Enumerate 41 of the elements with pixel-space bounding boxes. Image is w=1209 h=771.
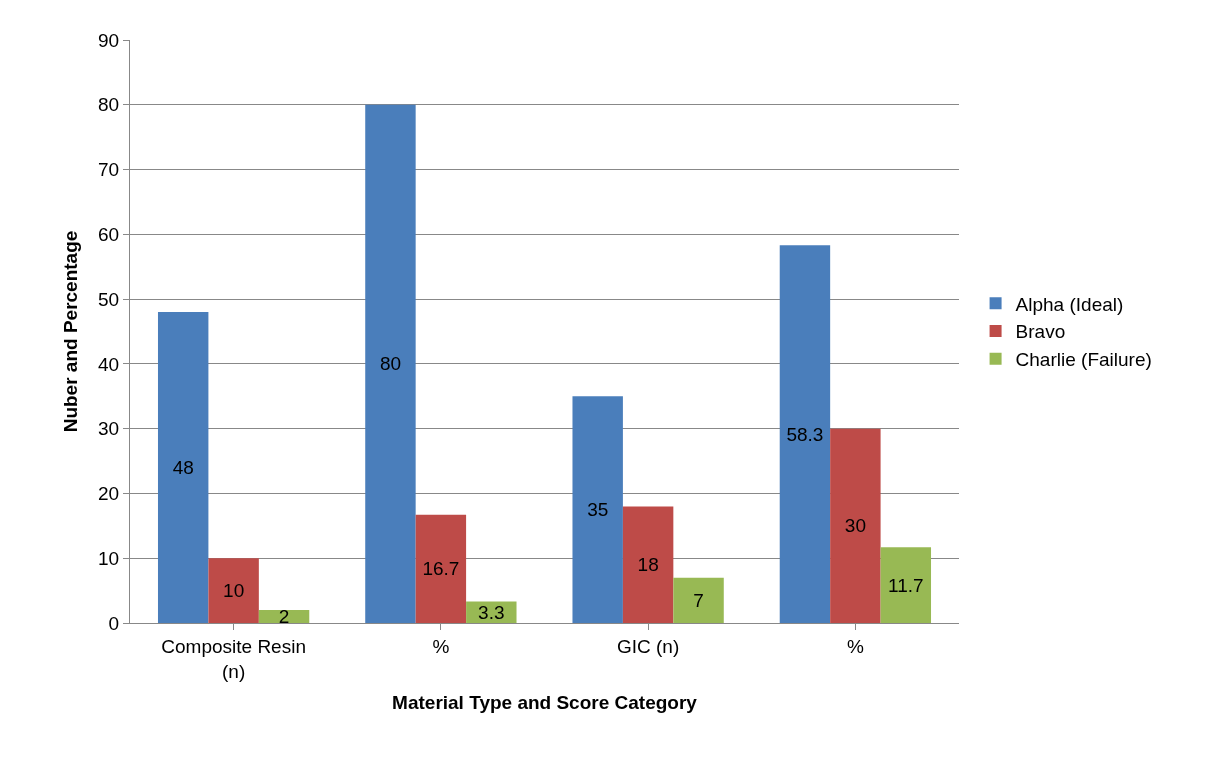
data-label: 58.3 <box>786 423 824 445</box>
data-label: 7 <box>693 589 704 611</box>
bar <box>673 577 724 623</box>
legend-label: Charlie (Failure) <box>1015 349 1152 371</box>
legend-label: Alpha (Ideal) <box>1015 293 1124 315</box>
x-tick-label: % <box>432 635 450 657</box>
bar <box>572 396 623 623</box>
x-axis-title: Material Type and Score Category <box>392 692 698 714</box>
data-label: 35 <box>587 499 609 521</box>
legend-label: Bravo <box>1015 321 1066 343</box>
data-label: 10 <box>223 580 245 602</box>
y-tick-label: 40 <box>98 353 120 375</box>
y-tick-label: 80 <box>98 94 120 116</box>
data-label: 2 <box>278 606 290 628</box>
x-tick-label: GIC (n) <box>616 635 680 657</box>
data-label: 11.7 <box>888 574 924 596</box>
bar <box>208 558 259 623</box>
y-tick-label: 90 <box>98 29 120 51</box>
data-label: 80 <box>379 353 402 375</box>
data-label: 48 <box>172 457 194 479</box>
y-tick-label: 50 <box>98 288 120 310</box>
x-tick-label: % <box>846 635 864 657</box>
x-tick-label: Composite Resin (n) <box>161 635 306 682</box>
bar <box>415 514 467 623</box>
y-axis-title: Nuber and Percentage <box>59 230 81 433</box>
data-label: 18 <box>637 554 659 576</box>
y-tick-label: 20 <box>98 483 120 505</box>
y-tick-label: 30 <box>98 418 120 440</box>
y-tick-label: 0 <box>108 612 120 634</box>
data-label: 30 <box>844 515 866 537</box>
data-label: 3.3 <box>478 601 505 623</box>
bar <box>779 245 831 623</box>
bar <box>880 547 932 623</box>
bar <box>622 506 674 623</box>
y-tick-label: 60 <box>98 223 120 245</box>
y-tick-label: 70 <box>98 159 120 181</box>
bar <box>830 428 881 623</box>
data-label: 16.7 <box>422 558 460 580</box>
y-tick-label: 10 <box>98 547 120 569</box>
bar <box>157 312 209 623</box>
bar <box>365 104 416 623</box>
